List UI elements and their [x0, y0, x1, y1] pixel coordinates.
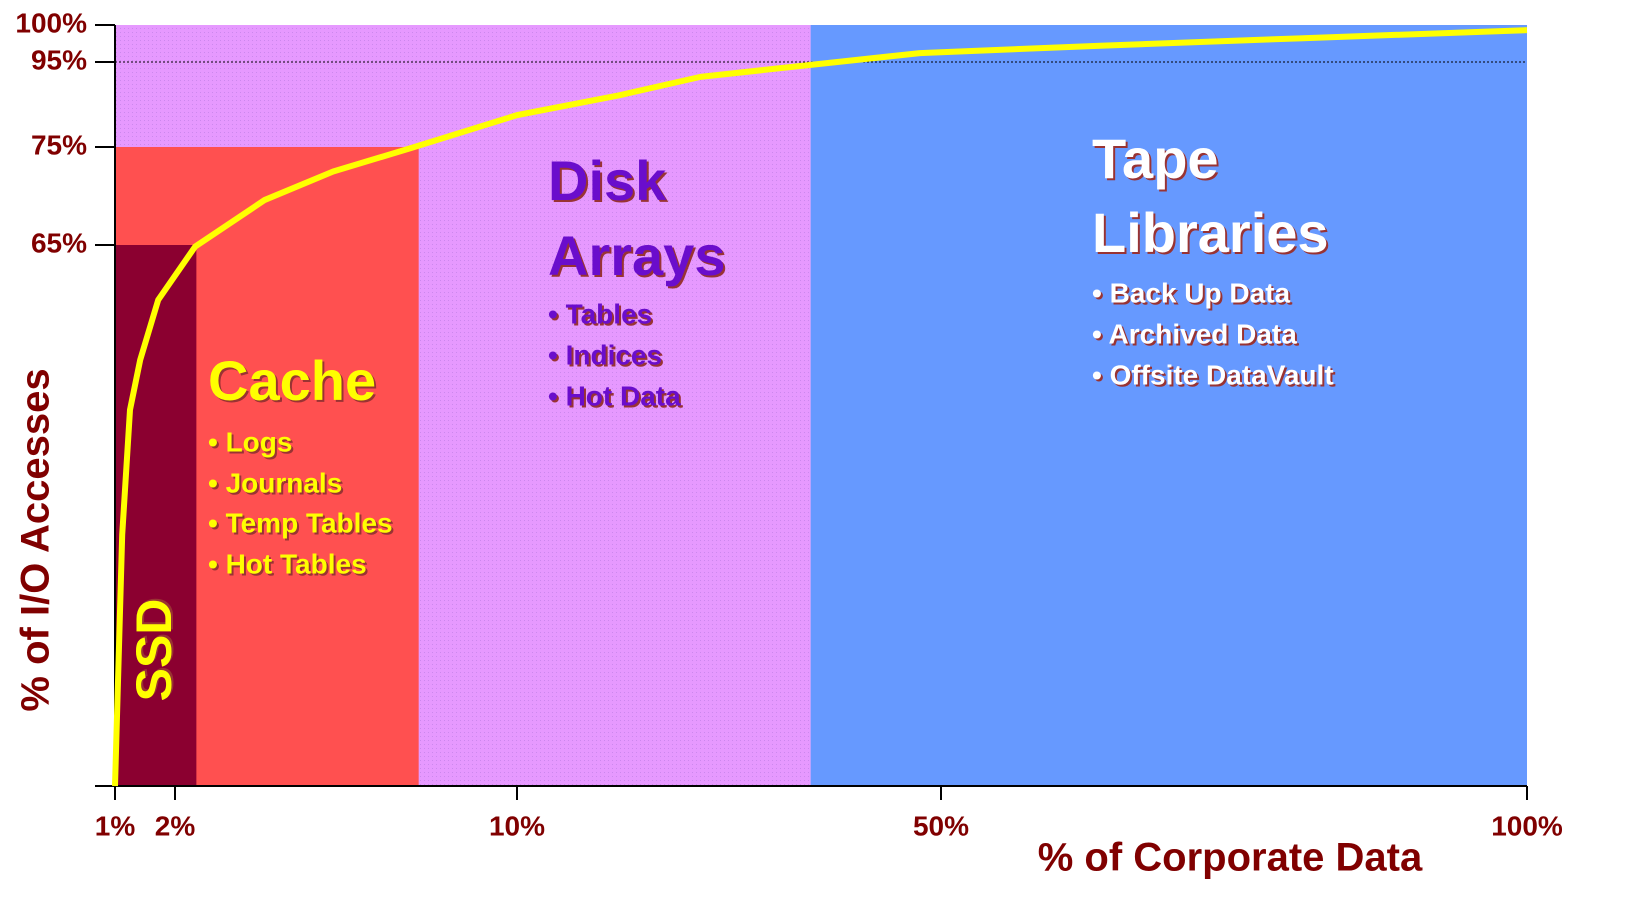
region-item: • Back Up Data: [1092, 277, 1291, 308]
x-tick-label: 2%: [155, 810, 196, 841]
region-item: • Temp Tables: [208, 507, 393, 538]
y-tick-label: 95%: [31, 44, 87, 75]
region-title: Libraries: [1092, 201, 1329, 264]
x-tick-label: 50%: [913, 810, 969, 841]
x-tick-label: 1%: [95, 810, 136, 841]
region: [810, 25, 1527, 786]
region-item: • Hot Tables: [208, 548, 367, 579]
x-tick-label: 100%: [1491, 810, 1563, 841]
region-title: Disk: [548, 149, 667, 212]
region: [115, 245, 197, 786]
curve: [112, 27, 1528, 787]
region-item: • Archived Data: [1092, 318, 1297, 349]
y-tick-label: 100%: [15, 7, 87, 38]
region-item: • Journals: [208, 467, 342, 498]
region-item: • Logs: [208, 426, 292, 457]
region-title: Arrays: [548, 224, 725, 287]
region-item: • Offsite DataVault: [1092, 359, 1334, 390]
y-tick-label: 75%: [31, 129, 87, 160]
y-axis-title: % of I/O Accesses: [14, 368, 58, 711]
x-axis-title: % of Corporate Data: [1038, 836, 1423, 880]
x-tick-label: 10%: [489, 810, 545, 841]
y-tick-label: 65%: [31, 227, 87, 258]
region-item: • Hot Data: [548, 380, 681, 411]
region-title: Cache: [208, 349, 376, 412]
region-item: • Tables: [548, 298, 652, 329]
region-item: • Indices: [548, 339, 662, 370]
region-title: Tape: [1092, 127, 1219, 190]
region-title: SSD: [126, 599, 182, 702]
